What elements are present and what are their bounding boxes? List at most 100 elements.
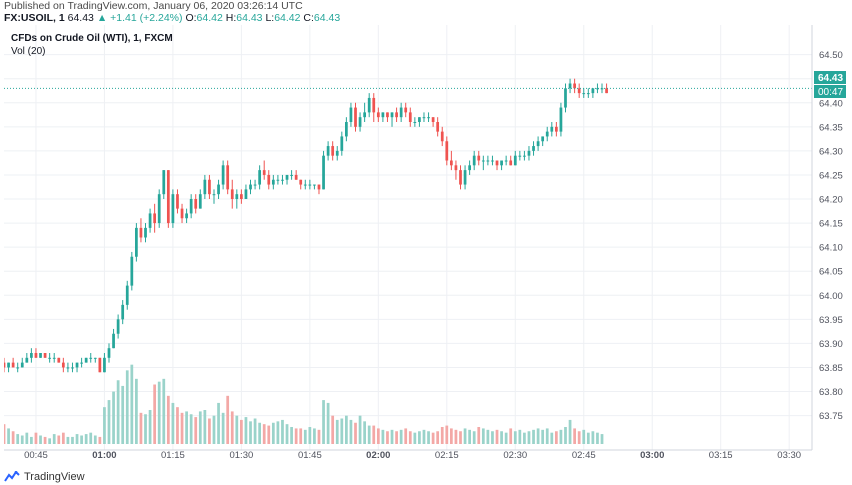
- candle-body: [308, 184, 312, 186]
- candle-body: [427, 117, 430, 119]
- candle-body: [413, 122, 417, 123]
- candle-body: [235, 194, 239, 199]
- volume-bar: [130, 364, 134, 444]
- candle-body: [390, 112, 394, 118]
- candle-body: [513, 155, 517, 166]
- time-axis[interactable]: 00:45 01:00 01:15 01:30 01:45 02:00 02:15 02:30…: [4, 449, 812, 461]
- candle-body: [596, 88, 599, 90]
- volume-bar: [217, 402, 220, 444]
- volume-bar: [390, 429, 394, 444]
- chart-grid: [4, 25, 812, 450]
- volume-bar: [422, 429, 426, 444]
- volume-bar: [144, 414, 147, 444]
- candle-body: [358, 117, 362, 127]
- volume-bar: [16, 434, 20, 444]
- candle-body: [103, 357, 106, 373]
- volume-bar: [491, 431, 494, 444]
- volume-bar: [554, 431, 558, 444]
- candle-body: [372, 97, 376, 113]
- volume-bar: [153, 384, 157, 444]
- candle-body: [194, 199, 198, 209]
- candle-body: [440, 131, 444, 142]
- volume-bar: [166, 395, 170, 444]
- candle-body: [600, 88, 604, 90]
- volume-bar: [363, 421, 367, 444]
- candle-body: [463, 170, 467, 185]
- candle-body: [112, 333, 115, 349]
- candle-body: [253, 184, 257, 186]
- volume-bar: [513, 431, 517, 444]
- volume-bar: [431, 432, 435, 444]
- volume-bar: [11, 431, 15, 444]
- volume-bars: [2, 364, 604, 444]
- volume-bar: [449, 428, 453, 444]
- symbol-quote-bar: FX:USOIL, 1 64.43 ▲ +1.41 (+2.24%) O:64.…: [4, 12, 340, 24]
- candle-body: [472, 155, 476, 166]
- candle-body: [586, 93, 590, 95]
- open-label: O:: [185, 12, 197, 24]
- volume-bar: [326, 402, 330, 444]
- candle-body: [399, 107, 403, 118]
- symbol-name: FX:USOIL, 1: [4, 12, 65, 24]
- volume-bar: [532, 429, 535, 444]
- volume-bar: [541, 429, 545, 444]
- candle-body: [495, 160, 499, 166]
- candle-body: [345, 122, 348, 137]
- y-tick-label: 64.50: [819, 50, 843, 61]
- low-label: L:: [265, 12, 275, 24]
- candle-body: [285, 174, 289, 180]
- y-tick-label: 64.15: [819, 219, 843, 230]
- volume-bar: [358, 415, 362, 444]
- volume-bar: [477, 427, 481, 444]
- candle-body: [381, 112, 385, 118]
- candle-body: [84, 357, 88, 363]
- volume-bar: [395, 431, 398, 444]
- volume-bar: [71, 436, 74, 444]
- x-tick-label: 03:15: [709, 450, 733, 461]
- candle-body: [500, 160, 503, 166]
- volume-bar: [235, 415, 239, 444]
- candle-body: [477, 155, 481, 161]
- candle-body: [354, 107, 357, 127]
- volume-bar: [436, 431, 440, 444]
- candle-body: [80, 362, 83, 364]
- volume-bar: [463, 428, 467, 444]
- candle-body: [30, 353, 33, 358]
- volume-bar: [495, 429, 499, 444]
- footer-brand[interactable]: TradingView: [4, 468, 85, 485]
- volume-bar: [189, 414, 193, 444]
- volume-bar: [440, 427, 444, 444]
- candle-body: [541, 136, 545, 142]
- open-value: 64.42: [196, 12, 223, 24]
- volume-bar: [317, 429, 321, 444]
- candle-body: [481, 160, 485, 162]
- volume-bar: [381, 429, 385, 444]
- volume-bar: [171, 402, 175, 444]
- chart-frame[interactable]: CFDs on Crude Oil (WTI), 1, FXCM Vol (20…: [2, 25, 852, 463]
- volume-bar: [208, 418, 211, 444]
- volume-bar: [550, 432, 554, 444]
- volume-bar: [527, 431, 531, 444]
- y-tick-label: 64.30: [819, 146, 843, 157]
- volume-bar: [331, 415, 335, 444]
- y-tick-label: 64.25: [819, 170, 843, 181]
- candlestick-chart[interactable]: CFDs on Crude Oil (WTI), 1, FXCM Vol (20…: [2, 25, 852, 463]
- x-tick-label: 01:30: [229, 450, 253, 461]
- volume-bar: [600, 434, 604, 444]
- candle-body: [57, 357, 61, 363]
- volume-bar: [48, 438, 52, 444]
- candle-body: [208, 179, 211, 195]
- y-tick-label: 63.80: [819, 387, 843, 398]
- candle-body: [180, 208, 184, 219]
- x-tick-label: 00:45: [24, 450, 48, 461]
- candle-body: [116, 319, 120, 334]
- candle-body: [313, 184, 316, 186]
- last-price-tag-text: 64.43: [818, 73, 843, 84]
- volume-bar: [121, 385, 125, 444]
- close-value: 64.43: [313, 12, 341, 24]
- volume-bar: [185, 411, 188, 444]
- candle-body: [139, 227, 143, 238]
- candle-body: [322, 155, 325, 190]
- volume-bar: [454, 429, 458, 444]
- low-value: 64.42: [274, 12, 301, 24]
